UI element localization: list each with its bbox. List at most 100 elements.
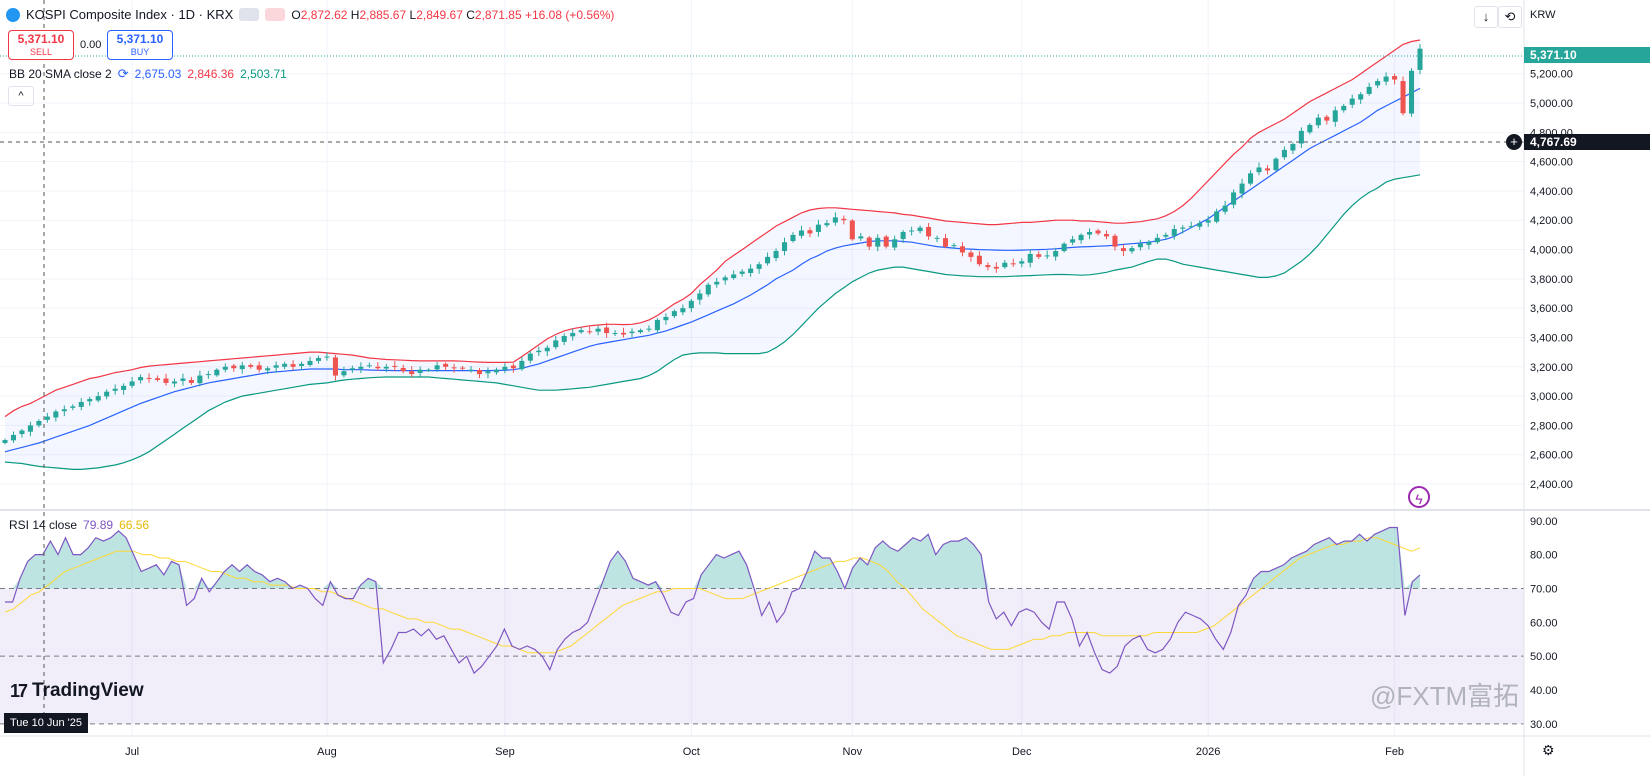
time-tick-label: Jul [125, 746, 139, 758]
gear-icon[interactable]: ⚙ [1542, 742, 1555, 758]
candle-body [485, 371, 491, 374]
candle-body [790, 234, 796, 242]
rsi-axis[interactable]: 30.00 40.00 50.00 60.00 70.00 80.00 90.00 [1530, 516, 1558, 731]
plus-icon[interactable]: + [1506, 134, 1522, 150]
rsi-label[interactable]: RSI 14 close [9, 518, 78, 532]
candle-body [519, 360, 525, 370]
candle-body [392, 365, 398, 367]
candle-body [1290, 144, 1296, 151]
bb-lower-value: 2,503.71 [240, 67, 287, 81]
price-tick-label: 2,600.00 [1530, 450, 1573, 462]
candle-body [1383, 76, 1389, 82]
bb-legend[interactable]: BB 20 SMA close 2 ⟳ 2,675.03 2,846.36 2,… [9, 66, 287, 82]
candle-body [646, 328, 652, 330]
candle-body [315, 357, 322, 361]
price-axis[interactable]: 2,400.00 2,600.00 2,800.00 3,000.00 3,200.00… [1530, 69, 1573, 491]
candle-body [2, 440, 8, 443]
bollinger-upper-line [4, 39, 1421, 418]
candle-body [781, 242, 788, 252]
bb-label[interactable]: BB 20 SMA close 2 [9, 67, 112, 81]
candle-body [460, 367, 466, 369]
candle-body [722, 277, 728, 281]
candle-body [976, 255, 982, 265]
rsi-legend[interactable]: RSI 14 close 79.89 66.56 [9, 518, 149, 532]
symbol-legend[interactable]: KOSPI Composite Index · 1D · KRX O2,872.… [6, 7, 614, 22]
change-value: +16.08 (+0.56%) [524, 7, 615, 22]
candle-body [53, 411, 59, 418]
candle-body [265, 368, 271, 371]
candle-body [1002, 262, 1008, 268]
candle-body [570, 333, 576, 337]
rsi-tick-label: 70.00 [1530, 583, 1558, 595]
ohlc-values: O2,872.62 H2,885.67 L2,849.67 C2,871.85 … [291, 7, 615, 22]
candle-body [1222, 205, 1228, 212]
candle-body [129, 381, 135, 386]
buy-button[interactable]: 5,371.10 BUY [107, 30, 173, 60]
candle-body [680, 308, 686, 313]
download-icon[interactable]: ↓ [1474, 6, 1498, 28]
candle-body [1197, 223, 1203, 227]
rsi-tick-label: 80.00 [1530, 550, 1558, 562]
candle-body [1409, 70, 1415, 114]
fullscreen-icon[interactable]: ⟲ [1498, 6, 1522, 28]
candle-body [1400, 81, 1406, 114]
candle-body [1332, 110, 1338, 122]
currency-label[interactable]: KRW [1530, 9, 1556, 21]
candle-body [697, 293, 703, 300]
candle-body [909, 230, 915, 232]
refresh-icon[interactable]: ⟳ [117, 66, 129, 81]
candle-body [1163, 234, 1169, 237]
crosshair-price-badge: 4,767.69 [1524, 134, 1650, 150]
symbol-logo-icon [6, 7, 20, 22]
time-tick-label: Feb [1385, 746, 1404, 758]
crosshair-date-badge: Tue 10 Jun '25 [4, 713, 89, 733]
candle-body [154, 378, 161, 380]
symbol-title[interactable]: KOSPI Composite Index · 1D · KRX [26, 7, 234, 22]
candle-body [307, 360, 313, 366]
eye-toggle-icon[interactable] [239, 8, 260, 21]
candle-body [121, 385, 127, 390]
bb-upper-value: 2,846.36 [187, 67, 235, 81]
candle-body [78, 401, 84, 407]
bollinger-band-fill [5, 40, 1420, 470]
candle-body [493, 369, 499, 373]
bollinger-lower-line [4, 174, 1421, 470]
candle-body [959, 246, 965, 253]
candle-body [290, 364, 296, 367]
candle-body [858, 236, 864, 239]
candle-body [985, 265, 991, 268]
candle-body [883, 236, 889, 247]
candle-body [900, 231, 906, 240]
candle-body [188, 379, 194, 383]
tradingview-logo[interactable]: 17 TradingView [10, 680, 144, 701]
time-axis[interactable]: Jul Aug Sep Oct Nov Dec 2026 Feb [125, 746, 1404, 758]
candle-body [10, 434, 16, 441]
candle-body [875, 237, 881, 247]
candle-body [578, 330, 584, 333]
candle-body [671, 311, 677, 317]
candle-body [714, 281, 720, 285]
compare-icon[interactable] [265, 8, 286, 21]
candle-body [1307, 124, 1313, 133]
candle-body [231, 365, 237, 369]
candle-body [510, 365, 516, 369]
candle-body [1171, 229, 1177, 236]
lightning-icon[interactable]: ϟ [1408, 486, 1430, 508]
candle-body [756, 264, 762, 269]
candle-body [1417, 48, 1423, 70]
price-tick-label: 2,800.00 [1530, 420, 1573, 432]
candle-body [748, 268, 754, 273]
candle-body [1070, 239, 1076, 243]
time-tick-label: Oct [683, 746, 700, 758]
time-tick-label: Sep [495, 746, 515, 758]
sell-button[interactable]: 5,371.10 SELL [8, 30, 74, 60]
candle-body [256, 365, 262, 370]
chevron-up-icon[interactable]: ^ [8, 86, 34, 106]
candle-body [688, 300, 694, 309]
candle-body [163, 378, 169, 383]
candle-body [731, 274, 737, 278]
candle-body [798, 230, 804, 236]
candle-body [536, 350, 542, 353]
candle-body [993, 266, 999, 269]
